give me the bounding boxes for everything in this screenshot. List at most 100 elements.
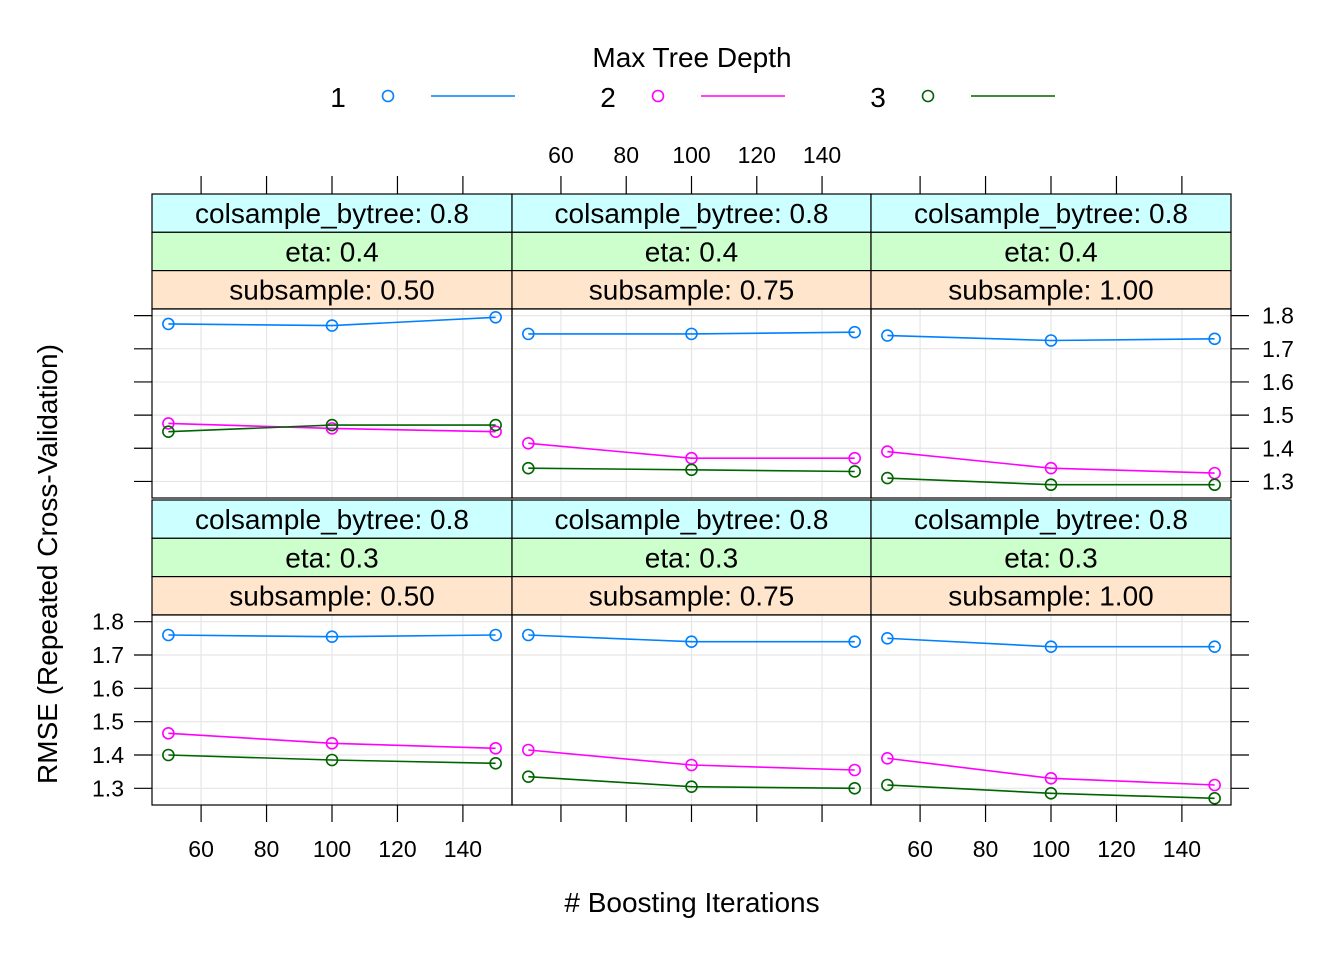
data-point-1: [848, 635, 861, 648]
data-point-3: [1044, 787, 1058, 800]
strip-label: subsample: 0.50: [229, 275, 434, 306]
data-point-1: [848, 325, 861, 339]
y-tick-label-right: 1.3: [1262, 468, 1294, 494]
data-point-3: [848, 465, 861, 478]
strip-3: [511, 575, 872, 616]
x-tick-label-top: 80: [613, 142, 639, 168]
x-tick-label-top: 140: [803, 142, 841, 168]
series-line-3: [168, 424, 496, 433]
strip-3: [870, 270, 1232, 310]
strip-label: eta: 0.3: [285, 542, 378, 573]
x-tick-label-top: 100: [672, 142, 710, 168]
series-line-3: [528, 467, 855, 473]
strip-label: subsample: 0.75: [589, 581, 794, 612]
y-tick-label-right: 1.8: [1262, 303, 1294, 329]
series-line-1: [887, 637, 1215, 648]
y-tick-label-left: 1.3: [92, 775, 124, 801]
series-line-2: [168, 422, 496, 433]
data-point-3: [162, 748, 175, 762]
data-point-3: [489, 418, 502, 432]
legend-marker-2: [651, 89, 665, 103]
strip-1: [870, 499, 1232, 539]
data-point-1: [1208, 332, 1221, 346]
strip-label: colsample_bytree: 0.8: [195, 504, 469, 535]
data-point-2: [325, 737, 339, 750]
y-tick-label-right: 1.5: [1262, 402, 1294, 428]
data-point-2: [848, 763, 861, 777]
data-point-1: [162, 317, 175, 331]
legend-label-1: 1: [330, 82, 346, 113]
panel-2: colsample_bytree: 0.8 eta: 0.4 subsample: …: [511, 193, 872, 499]
x-tick-label-bottom: 80: [973, 836, 999, 862]
data-point-3: [848, 782, 861, 795]
x-axis-label: # Boosting Iterations: [564, 887, 819, 918]
panel-frame: [870, 308, 1232, 499]
legend-label-2: 2: [600, 82, 616, 113]
panels: colsample_bytree: 0.8 eta: 0.4 subsample: …: [151, 193, 1232, 806]
data-point-1: [325, 630, 339, 643]
data-point-1: [881, 632, 894, 645]
legend-title: Max Tree Depth: [592, 42, 791, 73]
x-tick-label-bottom: 120: [378, 836, 416, 862]
data-point-1: [522, 628, 535, 642]
data-point-1: [685, 635, 698, 648]
data-point-3: [522, 770, 535, 783]
strip-label: eta: 0.3: [1004, 542, 1097, 573]
data-point-2: [1044, 461, 1058, 475]
series-line-3: [168, 754, 496, 765]
strip-label: eta: 0.3: [645, 542, 738, 573]
data-point-1: [489, 628, 502, 642]
x-tick-label-top: 60: [548, 142, 574, 168]
y-tick-label-right: 1.4: [1262, 435, 1294, 461]
data-point-2: [489, 425, 502, 438]
strip-label: subsample: 1.00: [948, 275, 1153, 306]
data-point-1: [1208, 640, 1221, 653]
data-point-3: [881, 778, 894, 792]
x-tick-label-bottom: 60: [188, 836, 214, 862]
strip-label: colsample_bytree: 0.8: [195, 198, 469, 229]
y-tick-label-right: 1.6: [1262, 369, 1294, 395]
panel-6: colsample_bytree: 0.8 eta: 0.3 subsample: …: [870, 499, 1232, 806]
strip-2: [511, 231, 872, 272]
series-line-3: [887, 784, 1215, 800]
axes: 60 80 100 120 140 60 80 100 120 140 60 80 100 120 140 1…: [92, 142, 1294, 862]
y-tick-label-left: 1.5: [92, 709, 124, 735]
strip-2: [870, 231, 1232, 272]
y-axis-label: RMSE (Repeated Cross-Validation): [32, 344, 63, 784]
strip-3: [151, 575, 513, 616]
data-point-1: [522, 327, 535, 341]
series-line-3: [528, 775, 855, 790]
strip-1: [151, 193, 513, 233]
series-line-1: [528, 634, 855, 643]
strip-label: eta: 0.4: [645, 236, 738, 267]
series-line-2: [887, 757, 1215, 786]
series-line-2: [528, 442, 855, 460]
data-point-3: [522, 461, 535, 475]
data-point-2: [1208, 778, 1221, 792]
data-point-2: [881, 445, 894, 458]
data-point-1: [1044, 334, 1058, 347]
data-point-3: [1208, 478, 1221, 492]
legend-marker-1: [381, 89, 395, 103]
x-tick-label-bottom: 100: [313, 836, 351, 862]
x-tick-label-bottom: 140: [1163, 836, 1201, 862]
data-point-2: [162, 417, 175, 430]
panel-4: colsample_bytree: 0.8 eta: 0.3 subsample: …: [151, 499, 513, 806]
panel-1: colsample_bytree: 0.8 eta: 0.4 subsample: …: [151, 193, 513, 499]
strip-3: [151, 270, 513, 310]
series-line-1: [887, 334, 1215, 342]
y-tick-label-left: 1.4: [92, 742, 124, 768]
strip-label: subsample: 0.75: [589, 275, 794, 306]
data-point-2: [881, 752, 894, 765]
strip-label: subsample: 0.50: [229, 581, 434, 612]
data-point-1: [685, 327, 698, 341]
strip-label: eta: 0.4: [1004, 236, 1097, 267]
y-tick-label-left: 1.7: [92, 642, 124, 668]
data-point-1: [1044, 640, 1058, 653]
data-point-2: [522, 436, 535, 450]
series-line-1: [528, 331, 855, 335]
data-point-3: [1208, 792, 1221, 805]
data-point-2: [325, 422, 339, 435]
data-point-2: [522, 743, 535, 757]
